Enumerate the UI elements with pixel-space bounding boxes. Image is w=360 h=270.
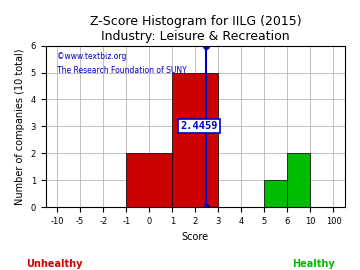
Text: Unhealthy: Unhealthy: [26, 259, 82, 269]
Y-axis label: Number of companies (10 total): Number of companies (10 total): [15, 48, 25, 205]
Text: The Research Foundation of SUNY: The Research Foundation of SUNY: [57, 66, 187, 75]
Bar: [126, 153, 172, 207]
Bar: [287, 153, 310, 207]
Bar: [264, 180, 287, 207]
Title: Z-Score Histogram for IILG (2015)
Industry: Leisure & Recreation: Z-Score Histogram for IILG (2015) Indust…: [90, 15, 301, 43]
Bar: [172, 73, 219, 207]
X-axis label: Score: Score: [182, 231, 209, 241]
Text: 2.4459: 2.4459: [180, 122, 217, 131]
Text: ©www.textbiz.org: ©www.textbiz.org: [57, 52, 127, 61]
Text: Healthy: Healthy: [292, 259, 334, 269]
